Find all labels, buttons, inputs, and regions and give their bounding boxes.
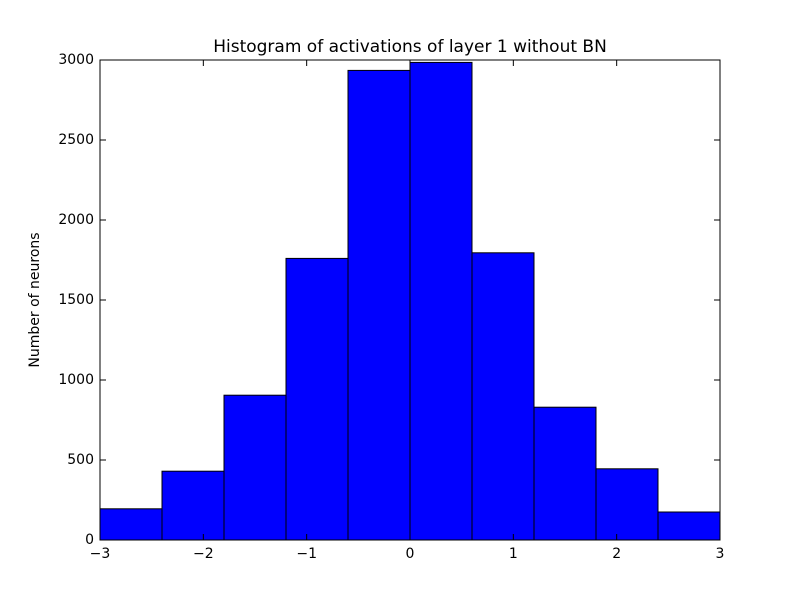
x-tick-label: 3 xyxy=(716,546,725,562)
y-tick-label: 2500 xyxy=(58,132,94,148)
bar xyxy=(285,257,349,541)
x-tick-label: −3 xyxy=(90,546,111,562)
x-tick-label: −2 xyxy=(193,546,214,562)
x-tick-label: 1 xyxy=(509,546,518,562)
y-tick-label: 500 xyxy=(67,452,94,468)
y-tick-label: 3000 xyxy=(58,52,94,68)
bar xyxy=(657,511,721,541)
bar xyxy=(471,252,535,541)
y-tick-label: 0 xyxy=(85,532,94,548)
bar xyxy=(347,69,411,541)
x-tick-label: 2 xyxy=(612,546,621,562)
y-tick-label: 1500 xyxy=(58,292,94,308)
bar xyxy=(409,61,473,541)
bar xyxy=(595,468,659,541)
chart-title: Histogram of activations of layer 1 with… xyxy=(213,37,607,57)
x-tick-label: −1 xyxy=(296,546,317,562)
bar xyxy=(161,470,225,541)
bar xyxy=(223,394,287,541)
y-tick-label: 1000 xyxy=(58,372,94,388)
bar xyxy=(99,508,163,541)
x-tick-label: 0 xyxy=(406,546,415,562)
bar xyxy=(533,406,597,541)
y-tick-label: 2000 xyxy=(58,212,94,228)
y-axis-label: Number of neurons xyxy=(27,232,43,367)
